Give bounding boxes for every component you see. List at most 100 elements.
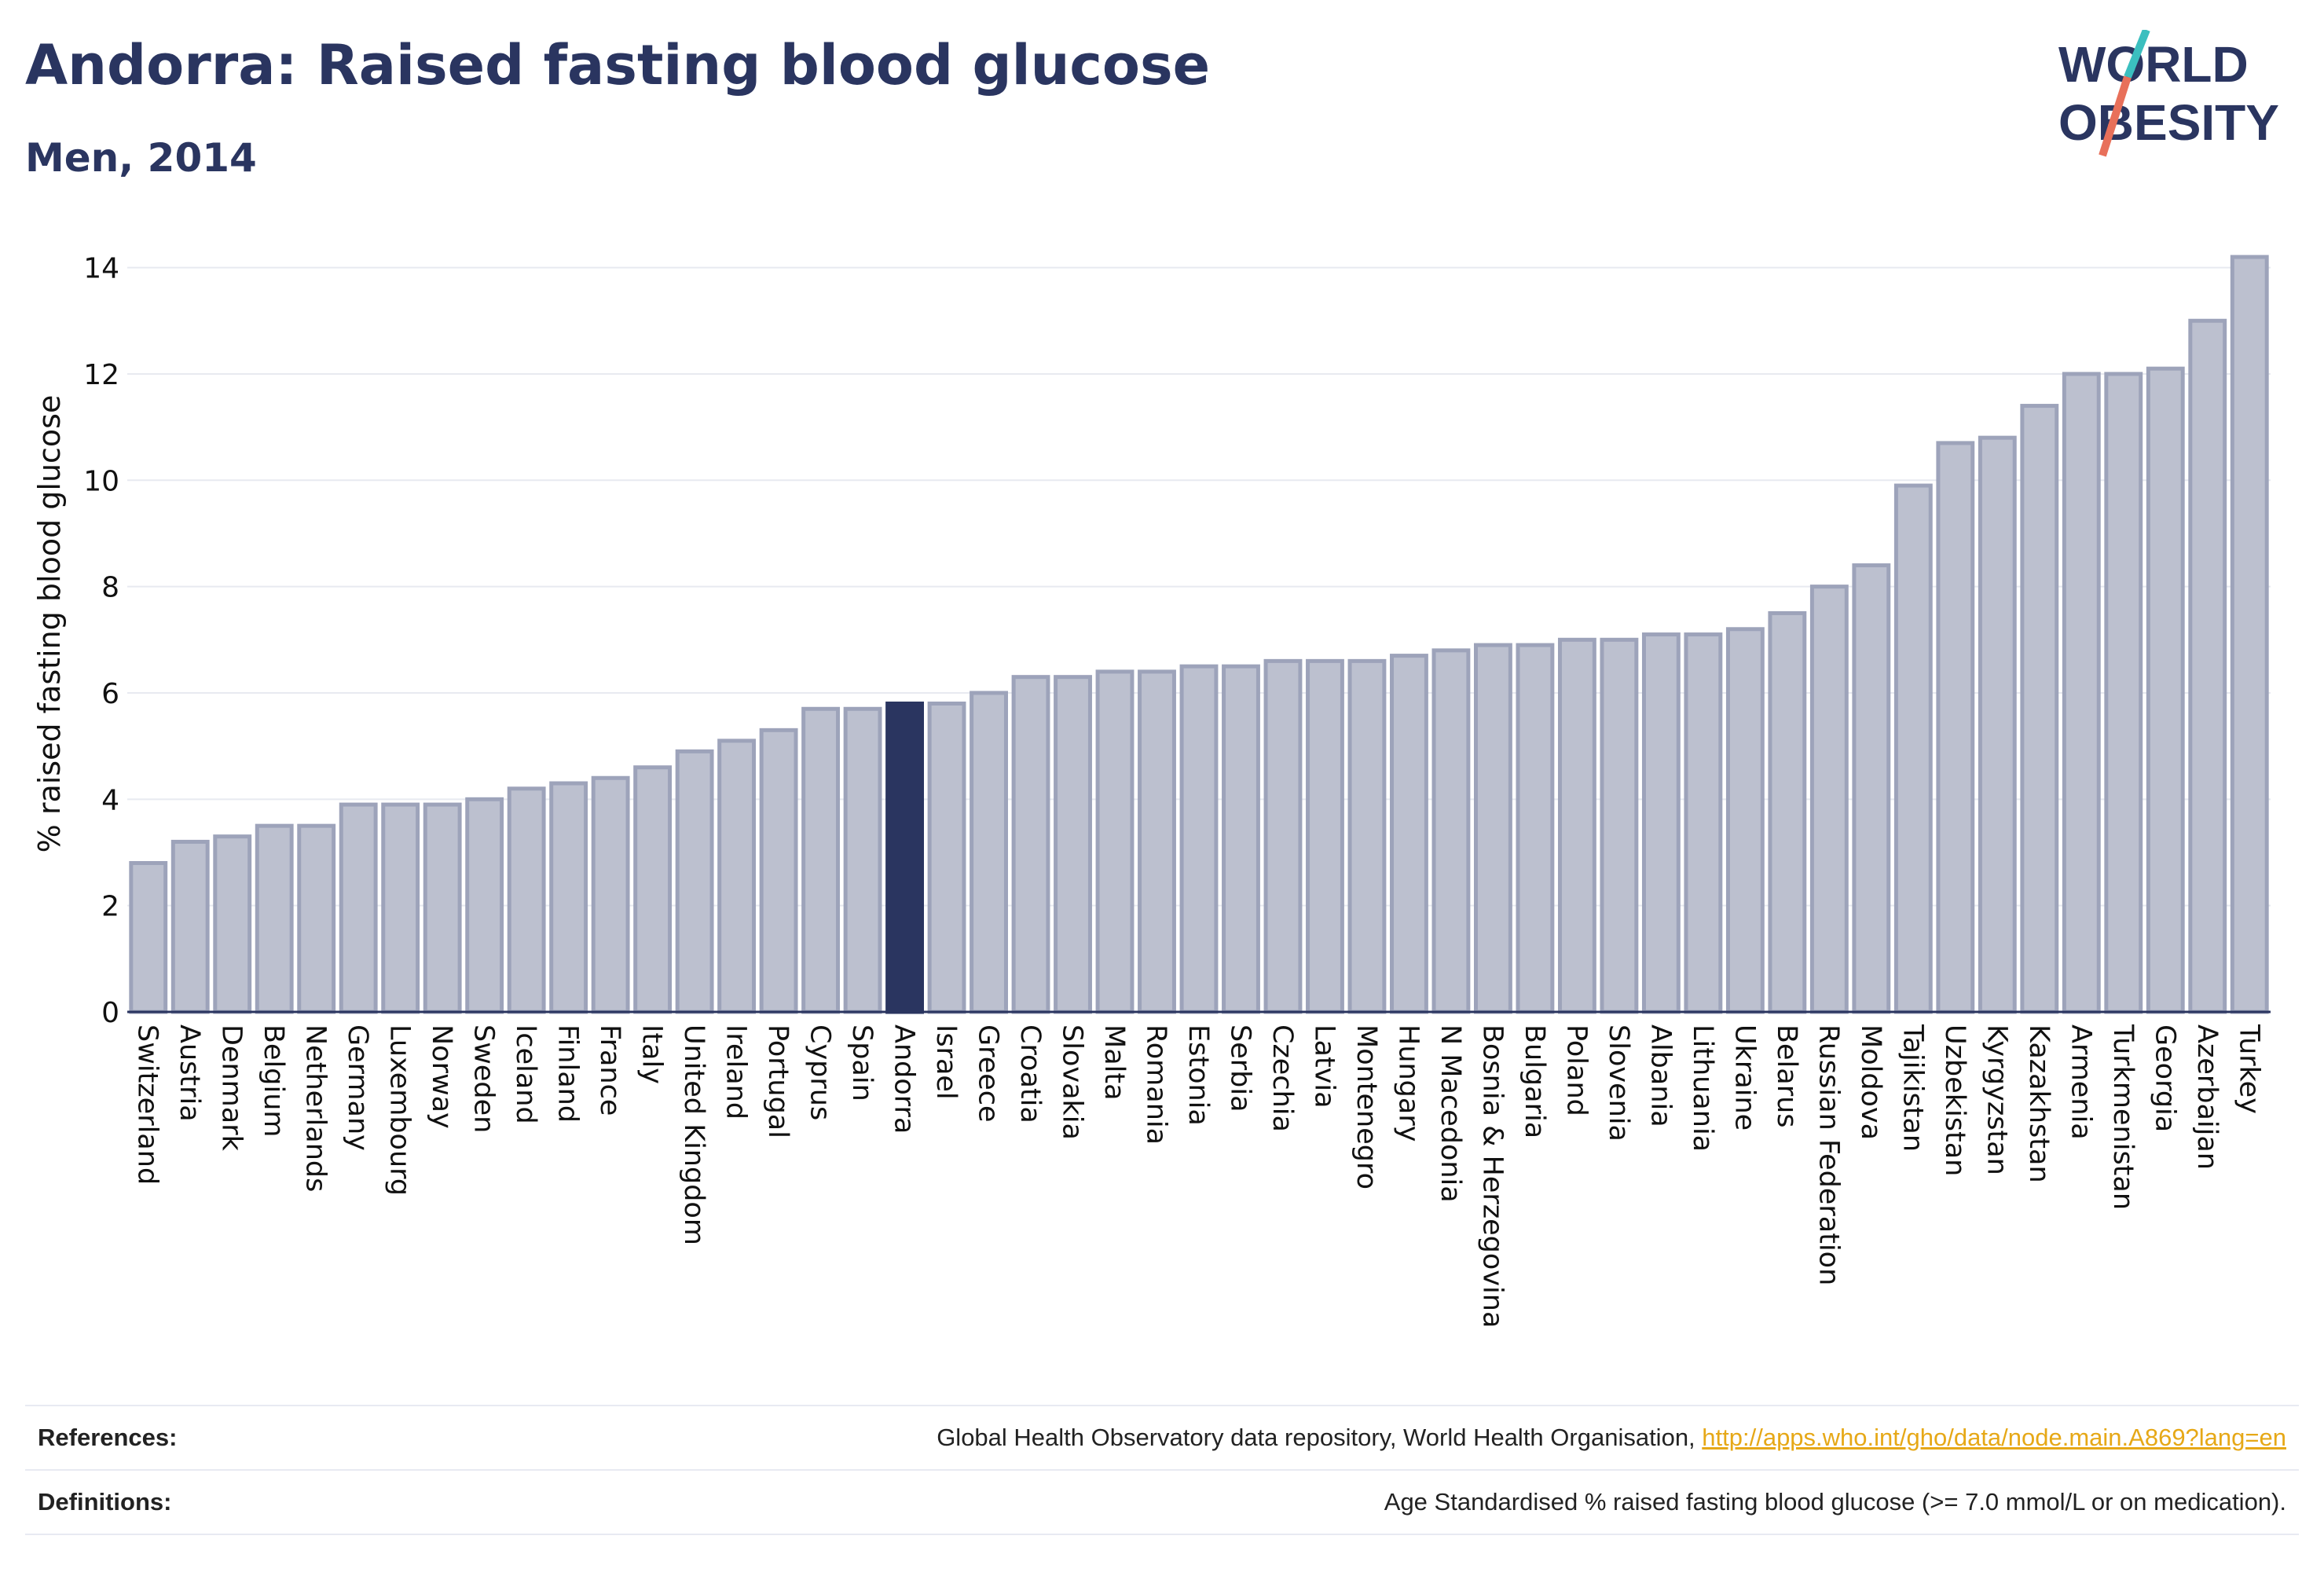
- bar: [633, 765, 673, 1014]
- x-tick-label: Denmark: [216, 1024, 247, 1152]
- definitions-value: Age Standardised % raised fasting blood …: [1384, 1488, 2286, 1516]
- x-tick-label: Estonia: [1182, 1024, 1214, 1126]
- y-tick-label: 10: [83, 465, 119, 497]
- references-text: Global Health Observatory data repositor…: [937, 1424, 1703, 1451]
- x-tick-label: Romania: [1141, 1024, 1172, 1145]
- bar: [1809, 585, 1849, 1014]
- bar: [465, 797, 504, 1014]
- bar: [1768, 610, 1807, 1014]
- y-tick-label: 12: [83, 359, 119, 391]
- bar: [1011, 675, 1050, 1014]
- x-tick-label: Turkey: [2233, 1024, 2264, 1114]
- x-tick-label: Iceland: [510, 1024, 541, 1124]
- x-tick-label: Spain: [846, 1024, 878, 1101]
- x-tick-label: Ireland: [720, 1024, 752, 1120]
- bar: [1600, 637, 1639, 1014]
- bar: [1263, 658, 1303, 1014]
- x-tick-label: Hungary: [1392, 1024, 1424, 1142]
- footer-divider-bottom: [25, 1534, 2299, 1535]
- bar: [1474, 643, 1512, 1014]
- x-tick-label: Kazakhstan: [2023, 1024, 2055, 1183]
- bar: [129, 861, 168, 1014]
- logo-line1: WORLD: [2058, 36, 2249, 93]
- bar: [423, 802, 462, 1014]
- bar: [2062, 372, 2101, 1014]
- x-tick-label: Kyrgyzstan: [1981, 1024, 2012, 1175]
- y-tick-label: 4: [101, 784, 119, 816]
- x-tick-label: N Macedonia: [1435, 1024, 1466, 1203]
- x-tick-label: Czechia: [1266, 1024, 1298, 1132]
- x-tick-label: Latvia: [1308, 1024, 1340, 1109]
- y-axis-label: % raised fasting blood glucose: [32, 395, 67, 853]
- x-tick-label: Russian Federation: [1813, 1024, 1844, 1285]
- x-tick-label: Luxembourg: [384, 1024, 416, 1196]
- x-tick-label: Bosnia & Herzegovina: [1476, 1024, 1508, 1328]
- chart-title: Andorra: Raised fasting blood glucose: [25, 33, 1211, 97]
- definitions-label: Definitions:: [38, 1488, 172, 1516]
- x-tick-label: Switzerland: [132, 1024, 163, 1185]
- bar: [2146, 366, 2185, 1014]
- y-tick-label: 14: [83, 253, 119, 285]
- y-tick-label: 6: [101, 678, 119, 710]
- x-tick-label: Netherlands: [300, 1024, 332, 1192]
- y-tick-label: 0: [101, 997, 119, 1029]
- bar: [2104, 372, 2143, 1014]
- bar: [1893, 483, 1933, 1014]
- bar: [1978, 435, 2017, 1014]
- world-obesity-logo: WORLD OBESITY: [2058, 30, 2279, 157]
- x-tick-label: Sweden: [468, 1024, 500, 1133]
- x-tick-label: Armenia: [2065, 1024, 2096, 1140]
- bar: [1852, 563, 1891, 1014]
- x-tick-label: Belgium: [258, 1024, 289, 1138]
- bar: [1431, 648, 1471, 1014]
- x-tick-label: Bulgaria: [1519, 1024, 1550, 1138]
- x-tick-label: France: [594, 1024, 625, 1116]
- x-tick-label: Albania: [1644, 1024, 1676, 1127]
- bar: [970, 691, 1008, 1014]
- logo-line2: OBESITY: [2058, 94, 2279, 151]
- x-tick-label: Israel: [930, 1024, 962, 1100]
- bar: [843, 706, 882, 1014]
- bar: [675, 749, 714, 1014]
- x-tick-label: Lithuania: [1687, 1024, 1718, 1152]
- references-label: References:: [38, 1424, 178, 1451]
- bar: [885, 702, 924, 1014]
- y-tick-label: 8: [101, 572, 119, 604]
- x-tick-label: Montenegro: [1351, 1024, 1382, 1189]
- bar: [1095, 669, 1135, 1014]
- bar: [2188, 318, 2227, 1014]
- x-tick-label: Norway: [426, 1024, 457, 1129]
- x-tick-label: Azerbaijan: [2191, 1024, 2223, 1170]
- bar: [170, 839, 210, 1014]
- x-tick-label: Turkmenistan: [2107, 1024, 2139, 1210]
- bar: [1138, 669, 1176, 1014]
- footer-divider-middle: [25, 1469, 2299, 1471]
- references-link[interactable]: http://apps.who.int/gho/data/node.main.A…: [1702, 1424, 2286, 1451]
- bar: [1725, 627, 1765, 1014]
- bar: [759, 728, 798, 1014]
- bar: [1054, 675, 1092, 1014]
- references-value: Global Health Observatory data repositor…: [937, 1424, 2286, 1452]
- y-tick-label: 2: [101, 891, 119, 923]
- bar: [549, 781, 588, 1014]
- x-tick-label: Poland: [1560, 1024, 1592, 1116]
- bar: [1390, 654, 1428, 1014]
- bar: [927, 702, 966, 1014]
- x-tick-label: Uzbekistan: [1939, 1024, 1970, 1176]
- logo-slash-bottom: [2099, 75, 2132, 157]
- x-tick-label: Cyprus: [805, 1024, 836, 1120]
- x-tick-label: Slovenia: [1603, 1024, 1634, 1142]
- bar: [1516, 643, 1555, 1014]
- bar: [507, 786, 546, 1014]
- bar: [1684, 632, 1723, 1014]
- x-tick-label: Portugal: [762, 1024, 794, 1138]
- x-tick-label: Georgia: [2149, 1024, 2180, 1132]
- bar: [339, 802, 378, 1014]
- x-tick-label: Serbia: [1224, 1024, 1255, 1112]
- logo-slash-top: [2124, 30, 2150, 79]
- x-tick-label: United Kingdom: [678, 1024, 709, 1245]
- x-tick-label: Greece: [973, 1024, 1004, 1123]
- bar: [1347, 658, 1387, 1014]
- bar: [1557, 637, 1596, 1014]
- bar: [1641, 632, 1681, 1014]
